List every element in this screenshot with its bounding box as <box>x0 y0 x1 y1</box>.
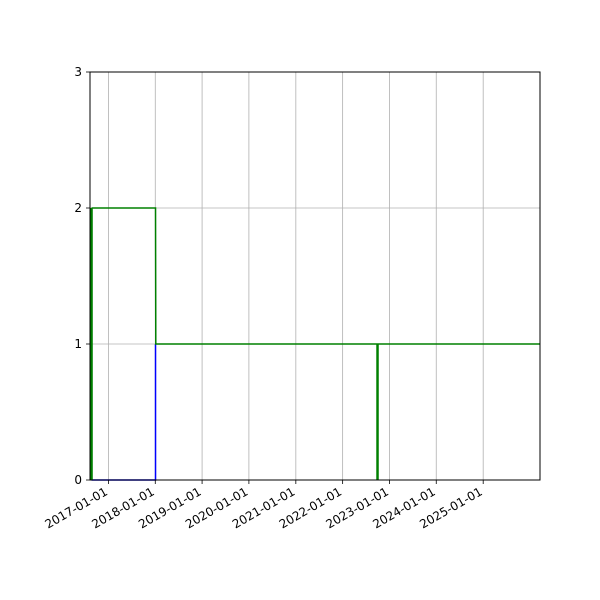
y-tick-label: 1 <box>74 337 82 351</box>
series-line-2 <box>91 207 540 345</box>
vline-layer <box>90 208 379 480</box>
y-tick-label: 2 <box>74 201 82 215</box>
y-tick-label: 0 <box>74 473 82 487</box>
grid-x <box>108 72 484 480</box>
y-axis-ticks: 0 1 2 3 <box>74 65 90 487</box>
y-tick-label: 3 <box>74 65 82 79</box>
x-axis-ticks: 2017-01-012018-01-012019-01-012020-01-01… <box>43 480 485 531</box>
plot-background <box>90 72 540 480</box>
plot-frame <box>89 71 541 481</box>
